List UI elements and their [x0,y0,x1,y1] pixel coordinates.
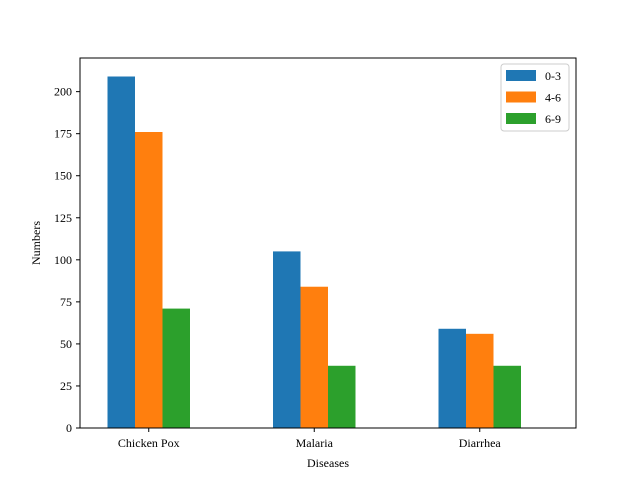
y-tick-label: 0 [66,421,72,435]
bar-0-3-chicken-pox [107,76,135,428]
legend-swatch-6-9 [506,113,536,124]
legend-label-6-9: 6-9 [545,112,561,126]
x-axis: Chicken Pox Malaria Diarrhea [118,428,501,450]
bar-6-9-chicken-pox [162,308,190,428]
plot-frame [79,57,577,429]
legend: 0-3 4-6 6-9 [500,63,570,132]
bar-6-9-diarrhea [493,365,521,428]
y-axis-title: Numbers [29,221,43,265]
x-tick-label: Malaria [296,436,334,450]
y-axis: 0 25 50 75 100 125 150 175 200 [54,85,80,435]
bar-0-3-malaria [273,251,301,428]
y-tick-label: 200 [54,85,72,99]
y-tick-label: 175 [54,127,72,141]
y-tick-label: 150 [54,169,72,183]
legend-label-0-3: 0-3 [545,69,561,83]
y-tick-label: 125 [54,211,72,225]
x-tick-label: Diarrhea [459,436,502,450]
bar-4-6-chicken-pox [135,132,163,428]
x-tick-label: Chicken Pox [118,436,180,450]
y-tick-label: 50 [60,337,72,351]
y-tick-label: 75 [60,295,72,309]
bar-4-6-malaria [300,286,328,428]
bars-layer [107,76,521,428]
y-tick-label: 25 [60,379,72,393]
bar-6-9-malaria [328,365,356,428]
legend-label-4-6: 4-6 [545,91,561,105]
bar-4-6-diarrhea [466,333,494,428]
legend-swatch-4-6 [506,91,536,103]
y-tick-label: 100 [54,253,72,267]
x-axis-title: Diseases [307,456,349,470]
legend-swatch-0-3 [506,70,536,81]
bar-0-3-diarrhea [438,328,466,428]
